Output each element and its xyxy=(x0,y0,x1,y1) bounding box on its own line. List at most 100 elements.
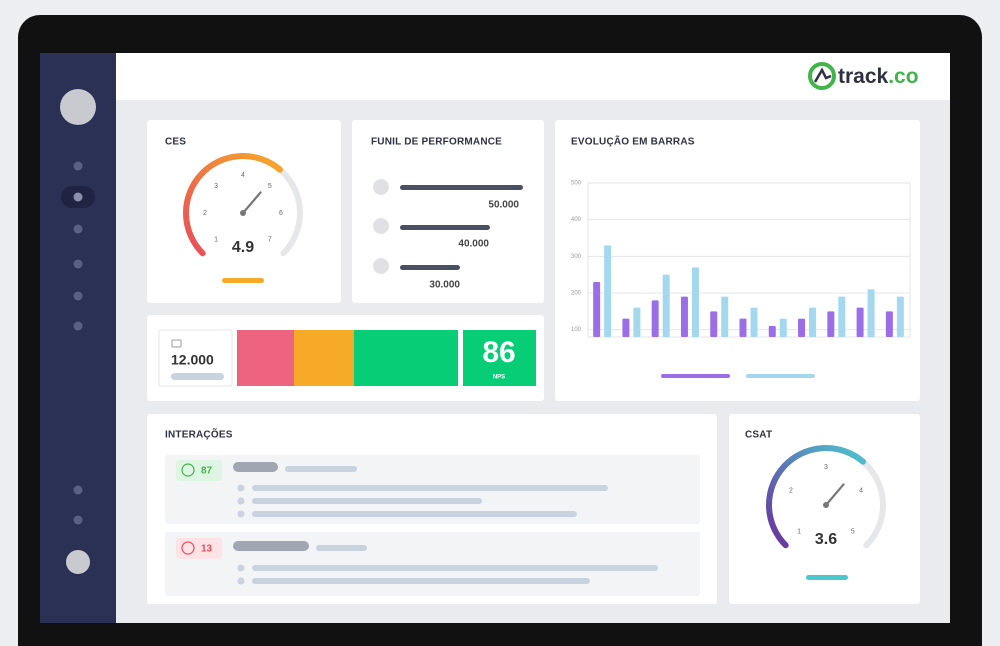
nps-score: 86 xyxy=(482,336,515,369)
bar xyxy=(622,318,630,337)
placeholder xyxy=(233,462,278,472)
funnel-dot xyxy=(373,218,389,234)
positive-badge xyxy=(176,460,222,481)
funnel-value: 40.000 xyxy=(458,239,489,250)
chat-icon xyxy=(171,339,182,348)
funnel-value: 30.000 xyxy=(429,280,460,291)
ces-underline xyxy=(222,278,264,283)
gauge-tick-label: 3 xyxy=(214,183,218,190)
logo-icon xyxy=(808,62,836,90)
card-title: FUNIL DE PERFORMANCE xyxy=(371,137,502,148)
bar xyxy=(768,326,776,337)
bullet xyxy=(237,564,245,572)
nps-passives xyxy=(294,330,354,386)
gauge-hub xyxy=(240,210,246,216)
gauge-tick-label: 1 xyxy=(214,237,218,244)
funnel: 50.000 40.000 30.000 xyxy=(373,179,523,291)
placeholder xyxy=(252,511,577,517)
bar xyxy=(867,289,875,337)
gauge-tick-label: 3 xyxy=(824,464,828,471)
card-title: INTERAÇÕES xyxy=(165,428,233,441)
gauge-value: 3.6 xyxy=(815,531,837,548)
sad-face xyxy=(181,541,195,555)
legend-swatch xyxy=(661,374,730,378)
bar xyxy=(896,296,904,337)
bullet xyxy=(237,497,245,505)
funnel-value: 50.000 xyxy=(488,200,519,211)
logo-brand: track xyxy=(838,65,889,88)
menu-dot[interactable] xyxy=(73,259,83,269)
bar xyxy=(809,307,817,337)
gauge-needle xyxy=(824,483,845,507)
y-tick-label: 500 xyxy=(571,181,582,187)
bar xyxy=(721,296,729,337)
bar xyxy=(798,318,806,337)
menu-dot[interactable] xyxy=(73,224,83,234)
menu-dot[interactable] xyxy=(73,161,83,171)
bar xyxy=(633,307,641,337)
nps-score-box xyxy=(463,330,536,386)
bar xyxy=(750,307,758,337)
negative-badge xyxy=(176,538,222,559)
negative-count: 13 xyxy=(201,544,213,555)
menu-dot[interactable] xyxy=(73,321,83,331)
settings[interactable] xyxy=(66,550,90,574)
bar xyxy=(691,267,699,337)
bar xyxy=(680,296,688,337)
placeholder xyxy=(252,485,608,491)
gauge-value: 4.9 xyxy=(232,239,254,256)
card-title: CSAT xyxy=(745,430,772,441)
logo-suffix: .co xyxy=(888,65,918,88)
gauge-tick-label: 2 xyxy=(789,487,793,494)
legend-swatch xyxy=(746,374,815,378)
placeholder xyxy=(252,498,482,504)
bar xyxy=(779,318,787,337)
placeholder xyxy=(285,466,357,472)
menu-dot[interactable] xyxy=(73,291,83,301)
gauge-fill xyxy=(183,153,284,257)
placeholder xyxy=(171,373,224,380)
gauge-fill xyxy=(766,445,867,549)
bullet xyxy=(237,484,245,492)
positive-count: 87 xyxy=(201,466,213,477)
gauge-tick-label: 5 xyxy=(268,183,272,190)
bar xyxy=(856,307,864,337)
funnel-dot xyxy=(373,179,389,195)
csat-card xyxy=(729,414,920,604)
interactions: 87 13 xyxy=(165,455,700,596)
csat-underline xyxy=(806,575,848,580)
menu-dot[interactable] xyxy=(73,515,83,525)
menu-dot[interactable] xyxy=(73,192,83,202)
menu-dot[interactable] xyxy=(73,485,83,495)
bar xyxy=(885,311,893,337)
y-tick-label: 200 xyxy=(571,291,582,297)
responses-count: 12.000 xyxy=(171,352,214,368)
bar xyxy=(710,311,718,337)
gauge-tick-label: 7 xyxy=(268,237,272,244)
logo: track.co xyxy=(838,65,919,88)
y-tick-label: 400 xyxy=(571,217,582,223)
gauge-hub xyxy=(823,502,829,508)
nps-detractors xyxy=(237,330,294,386)
bar xyxy=(838,296,846,337)
happy-face xyxy=(181,463,195,477)
bullet xyxy=(237,510,245,518)
responses-box xyxy=(158,329,233,387)
logo-mark xyxy=(813,67,832,83)
gauge-tick-label: 6 xyxy=(279,210,283,217)
gauge-tick-label: 4 xyxy=(241,172,245,179)
avatar[interactable] xyxy=(60,89,96,125)
gauge-tick-label: 2 xyxy=(203,210,207,217)
funnel-bar xyxy=(400,225,490,230)
card-title: EVOLUÇÃO EM BARRAS xyxy=(571,135,695,148)
placeholder xyxy=(252,578,590,584)
bar xyxy=(662,274,670,337)
y-tick-label: 300 xyxy=(571,254,582,260)
funnel-bar xyxy=(400,185,523,190)
gauge-tick-label: 4 xyxy=(859,487,863,494)
funnel-dot xyxy=(373,258,389,274)
funnel-card xyxy=(352,120,544,303)
funnel-bar xyxy=(400,265,460,270)
